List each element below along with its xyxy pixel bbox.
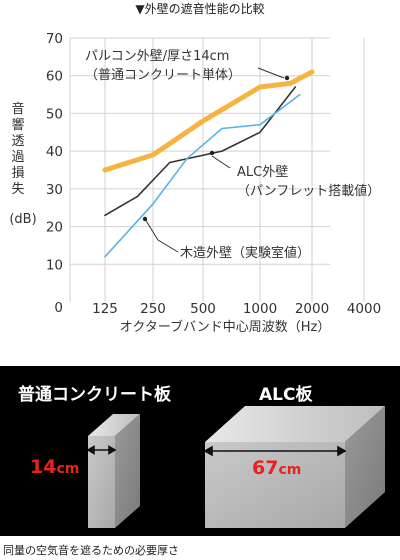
annotation-alc: （パンフレット搭載値） (237, 183, 380, 199)
leader-precast-dot (284, 75, 290, 81)
left-thickness-value: 14cm (30, 456, 80, 478)
leader-alc (211, 155, 231, 169)
right-panel-label: ALC板 (259, 385, 313, 405)
y-tick-label: 50 (46, 106, 63, 122)
caption: 同量の空気音を遮るための必要厚さ (3, 544, 179, 557)
chart-title: ▼外壁の遮音性能の比較 (135, 1, 264, 16)
right-dimension-arrow (203, 445, 347, 457)
x-tick-label: 2000 (295, 301, 329, 317)
concrete-blocks (86, 406, 385, 528)
y-tick-label: 30 (46, 182, 63, 198)
concrete-slab-icon (88, 414, 140, 528)
y-tick-label: 20 (46, 220, 63, 236)
series-line-wood (104, 93, 301, 258)
series-line-alc (104, 86, 297, 217)
annotation-alc: ALC外壁 (237, 165, 288, 180)
x-tick-label: 1000 (243, 301, 277, 317)
y-label-char: 透 (11, 134, 24, 149)
y-label-char: 過 (11, 150, 24, 165)
left-panel-label: 普通コンクリート板 (18, 385, 171, 405)
left-dimension-arrow (86, 445, 117, 455)
x-axis-label: オクターブバンド中心周波数（Hz） (120, 319, 331, 335)
x-tick-label: 4000 (347, 301, 381, 317)
annotation-wood: 木造外壁（実験室値） (180, 245, 310, 261)
thickness-comparison-panel: 普通コンクリート板 ALC板 (0, 366, 400, 536)
leader-wood-dot (142, 216, 148, 222)
leader-precast (257, 67, 285, 79)
x-tick-label: 500 (190, 301, 216, 317)
grid (69, 37, 365, 302)
y-tick-label: 60 (46, 69, 63, 85)
y-tick-label: 0 (54, 300, 63, 316)
annotation-leaders (142, 67, 290, 253)
leader-alc-dot (209, 150, 215, 156)
y-tick-label: 10 (46, 257, 63, 273)
y-label-char: 失 (11, 182, 24, 197)
x-tick-label: 125 (92, 301, 118, 317)
annotations: パルコン外壁/厚さ14cm （普通コンクリート単体） ALC外壁 （パンフレット搭載値… (85, 49, 380, 261)
x-tick-label: 250 (140, 301, 166, 317)
y-label-char: 損 (11, 166, 24, 181)
x-ticks: 125 250 500 1000 2000 4000 (92, 301, 381, 317)
right-thickness-value: 67cm (252, 457, 302, 479)
y-label-unit: (dB) (9, 212, 36, 227)
y-label-char: 音 (11, 101, 24, 117)
y-ticks: 0 10 20 30 40 50 60 70 (46, 31, 63, 316)
series-lines (102, 69, 315, 258)
series-line-precast (102, 69, 315, 173)
annotation-precast: （普通コンクリート単体） (85, 67, 241, 83)
y-tick-label: 40 (46, 144, 63, 160)
annotation-precast: パルコン外壁/厚さ14cm (85, 49, 229, 64)
y-tick-label: 70 (46, 31, 63, 47)
leader-wood (144, 218, 179, 253)
y-label-char: 響 (11, 117, 24, 133)
alc-block-icon (205, 406, 385, 528)
